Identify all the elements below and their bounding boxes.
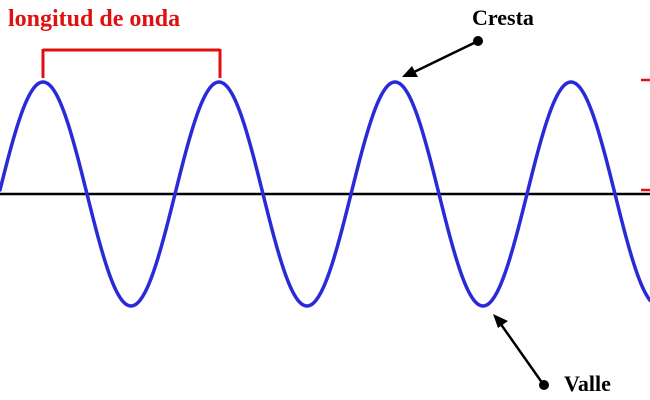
trough-pointer-line: [498, 322, 545, 385]
trough-label: Valle: [564, 371, 611, 396]
crest-label: Cresta: [472, 5, 534, 30]
amplitude-markers: [641, 78, 650, 192]
trough-pointer-dot: [539, 380, 549, 390]
trough-arrowhead: [493, 314, 508, 328]
crest-pointer: [402, 36, 483, 77]
wavelength-bracket: [41, 48, 222, 78]
wavelength-label: longitud de onda: [8, 6, 180, 32]
crest-pointer-dot: [473, 36, 483, 46]
trough-pointer: [493, 314, 549, 390]
crest-arrowhead: [402, 66, 418, 77]
crest-pointer-line: [411, 40, 477, 75]
sine-wave: [0, 80, 650, 308]
